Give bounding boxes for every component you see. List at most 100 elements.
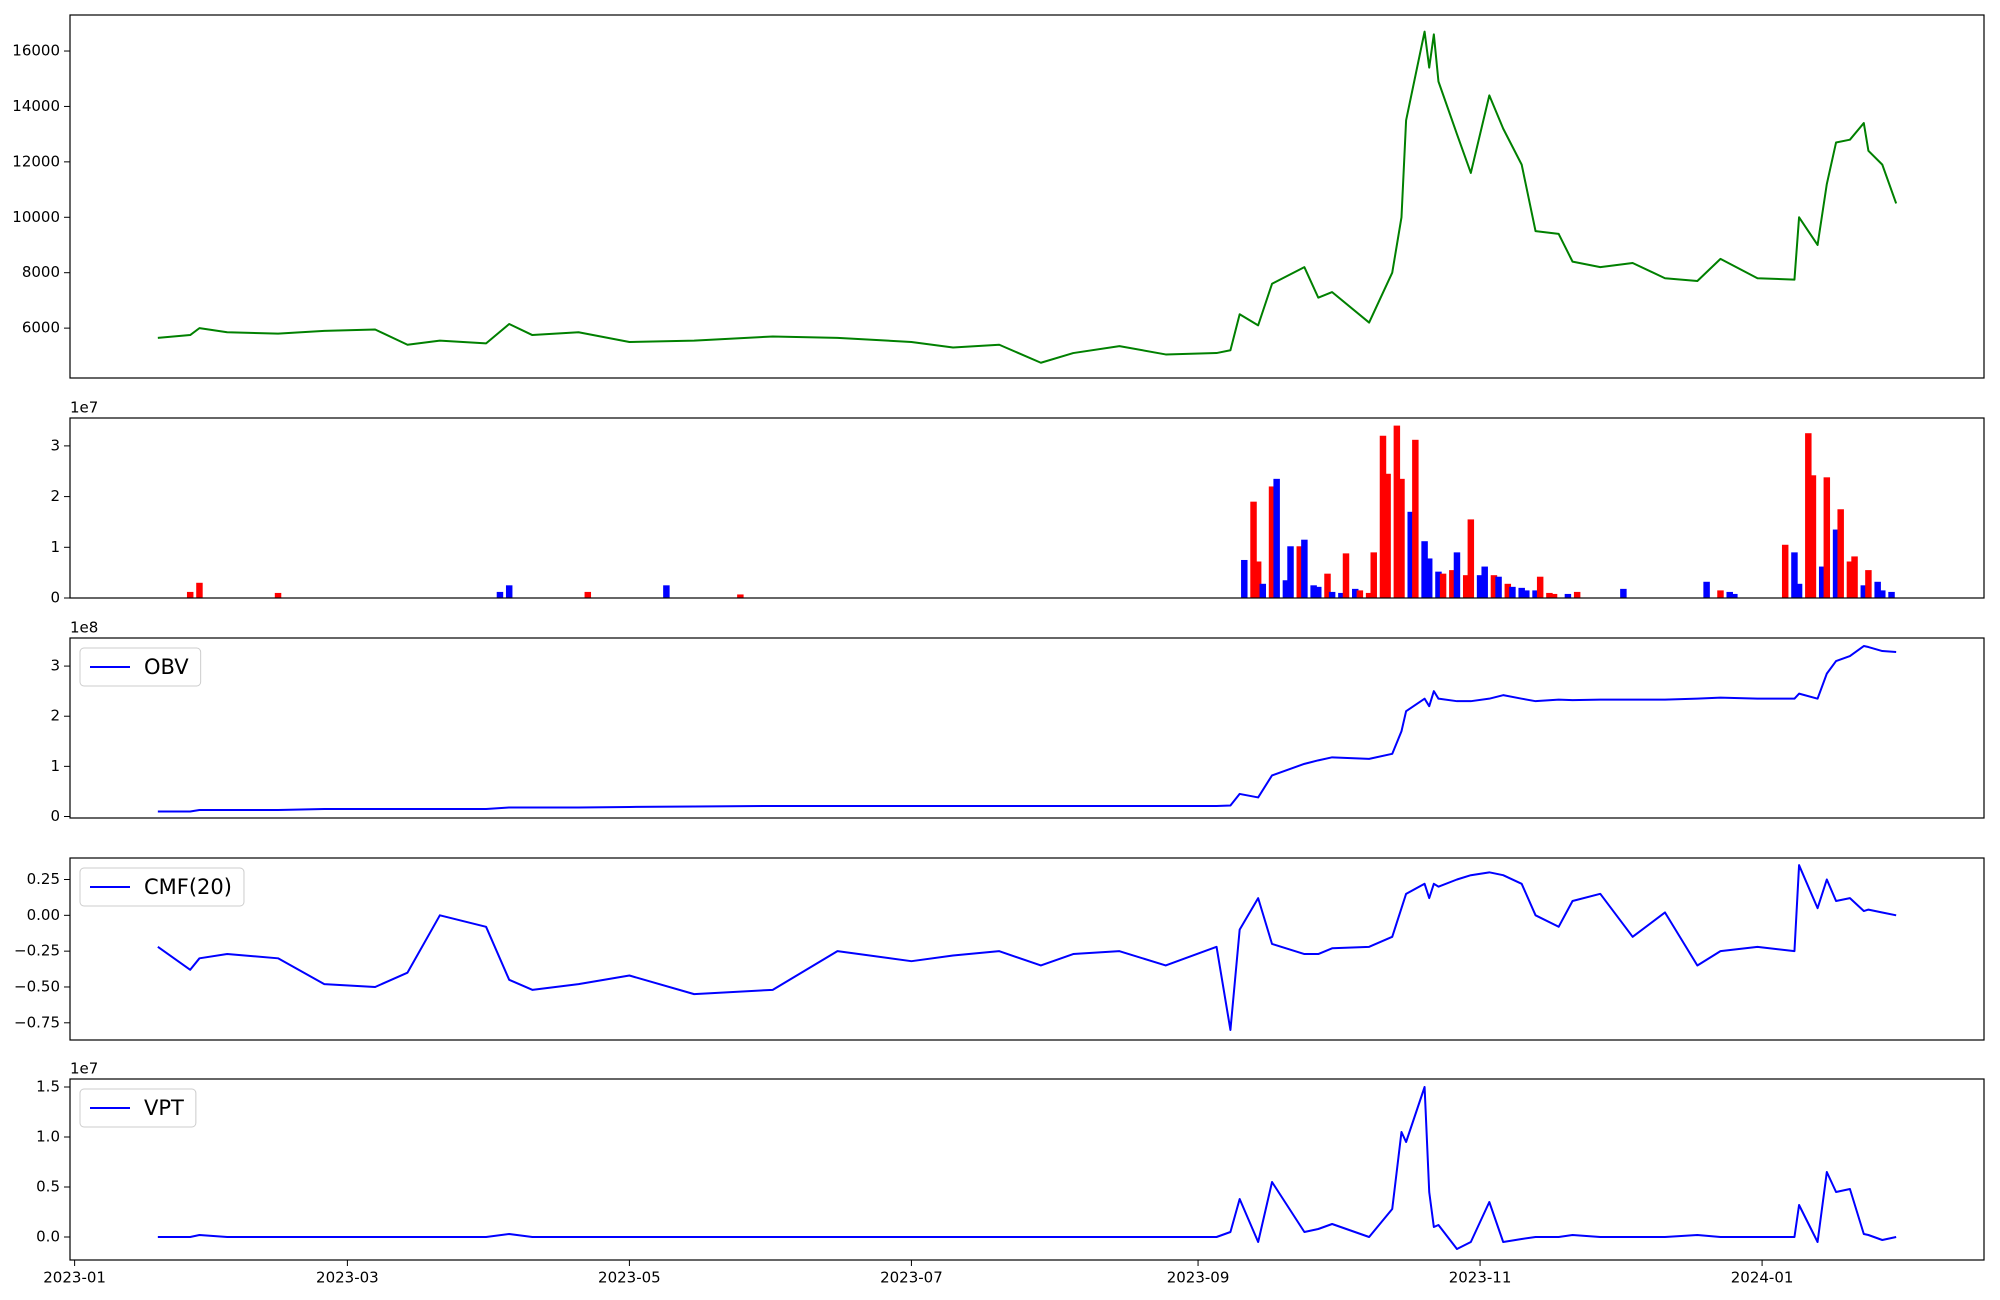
volume-bar <box>1462 575 1470 598</box>
x-tick-label: 2023-03 <box>316 1269 379 1287</box>
y-tick-label: 1 <box>50 757 60 775</box>
volume-bar <box>1805 433 1812 598</box>
y-tick-label: 6000 <box>22 319 60 337</box>
legend-box <box>79 647 202 687</box>
legend-box <box>79 867 245 907</box>
volume-bar <box>1851 556 1858 598</box>
volume-bar <box>1703 581 1710 598</box>
y-tick-label: −0.50 <box>14 977 60 995</box>
y-tick-label: 14000 <box>12 97 60 115</box>
volume-bar <box>1546 592 1553 598</box>
volume-bar <box>1328 591 1336 598</box>
series-line <box>157 645 1897 813</box>
y-tick-label: 1.5 <box>36 1078 60 1096</box>
volume-bar <box>1809 475 1817 598</box>
y-tick-label: 1.0 <box>36 1128 60 1146</box>
legend-label: VPT <box>144 1096 184 1120</box>
volume-bar <box>1412 439 1419 598</box>
series-line <box>157 864 1897 1031</box>
axes-frame <box>69 1078 1985 1261</box>
volume-bar <box>663 585 670 598</box>
axes-frame <box>69 857 1985 1041</box>
y-tick-label: 0.0 <box>36 1228 60 1246</box>
volume-bar <box>1846 561 1854 598</box>
volume-bar <box>737 594 744 598</box>
volume-bar <box>1837 509 1844 598</box>
volume-bar <box>1490 575 1498 598</box>
y-tick-label: 8000 <box>22 263 60 281</box>
volume-bar <box>1795 583 1803 598</box>
volume-bar <box>1338 592 1345 598</box>
y-tick-label: 1 <box>50 538 60 556</box>
volume-bar <box>1296 546 1304 598</box>
volume-bar <box>1818 566 1826 598</box>
volume-bar <box>1425 558 1433 598</box>
x-tick-label: 2023-11 <box>1449 1269 1512 1287</box>
volume-bar <box>1781 544 1789 598</box>
y-tick-label: 10000 <box>12 208 60 226</box>
series-line <box>157 30 1898 364</box>
legend-label: OBV <box>144 655 189 679</box>
volume-bar <box>1352 588 1359 598</box>
volume-bar <box>1573 591 1581 598</box>
legend-box <box>79 1088 197 1128</box>
axis-offset-label: 1e7 <box>70 1060 98 1078</box>
volume-bar <box>1731 593 1738 598</box>
volume-bar <box>1832 529 1840 598</box>
volume-bar <box>1449 570 1456 598</box>
volume-bar <box>1532 590 1539 598</box>
volume-bar <box>1518 587 1525 598</box>
volume-bar <box>1273 478 1280 598</box>
volume-bar <box>1726 591 1733 598</box>
y-tick-label: 0.25 <box>27 870 60 888</box>
volume-bar <box>1481 566 1488 598</box>
volume-bar <box>186 591 194 598</box>
y-tick-label: −0.25 <box>14 942 60 960</box>
volume-bar <box>1315 586 1322 598</box>
y-tick-label: 0 <box>50 807 60 825</box>
y-tick-label: 2 <box>50 487 60 505</box>
x-tick-label: 2023-09 <box>1167 1269 1230 1287</box>
axes-frame <box>69 417 1985 599</box>
volume-bar <box>1495 576 1502 598</box>
x-tick-label: 2023-05 <box>598 1269 661 1287</box>
y-tick-label: 12000 <box>12 152 60 170</box>
volume-bar <box>1523 590 1530 598</box>
y-tick-label: 2 <box>50 707 60 725</box>
volume-bar <box>1250 501 1257 598</box>
volume-bar <box>1241 559 1248 598</box>
volume-bar <box>1564 593 1572 598</box>
volume-bar <box>1393 425 1401 598</box>
volume-bar <box>1324 573 1331 598</box>
volume-bar <box>1301 539 1308 598</box>
y-tick-label: 16000 <box>12 42 60 60</box>
volume-bar <box>1620 588 1627 598</box>
y-tick-label: 0.5 <box>36 1178 60 1196</box>
volume-bar <box>196 582 203 598</box>
volume-bar <box>1536 576 1544 598</box>
axes-frame <box>69 14 1985 379</box>
volume-bar <box>1407 511 1414 598</box>
volume-bar <box>1860 585 1868 598</box>
volume-bar <box>1888 591 1895 598</box>
axis-offset-label: 1e7 <box>70 399 98 417</box>
volume-bar <box>1398 478 1405 598</box>
volume-bar <box>1504 583 1512 598</box>
volume-bar <box>1282 580 1290 598</box>
volume-bar <box>496 591 504 598</box>
volume-bar <box>1874 581 1881 598</box>
axes-frame <box>69 637 1985 819</box>
volume-bar <box>1509 586 1516 598</box>
volume-bar <box>1356 590 1364 598</box>
y-tick-label: 3 <box>50 436 60 454</box>
volume-bar <box>1550 593 1558 598</box>
volume-bar <box>1435 571 1442 598</box>
volume-bar <box>1453 552 1461 598</box>
volume-bar <box>274 592 282 598</box>
volume-bar <box>1879 590 1886 598</box>
volume-bar <box>1342 553 1350 598</box>
volume-bar <box>1310 585 1317 598</box>
volume-bar <box>584 591 592 598</box>
